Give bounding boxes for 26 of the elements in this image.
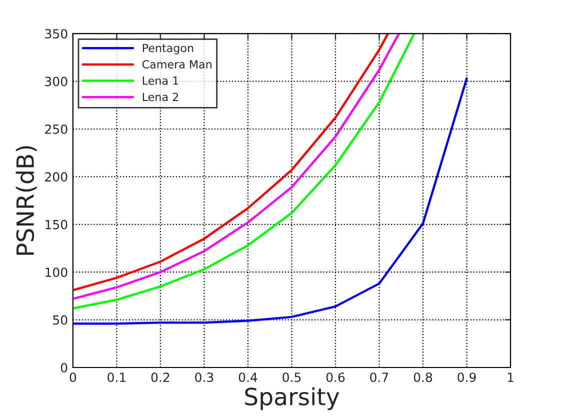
legend-label: Lena 1 <box>142 76 178 85</box>
y-axis-title: PSNR(dB) <box>16 146 37 255</box>
legend-label: Camera Man <box>142 60 212 69</box>
x-tick-label: 0.2 <box>151 372 170 382</box>
legend-label: Pentagon <box>142 44 194 54</box>
x-tick-label: 0.5 <box>282 372 301 382</box>
y-tick-label: 150 <box>46 220 68 230</box>
y-tick-label: 50 <box>53 315 68 325</box>
x-tick-label: 0.6 <box>326 372 345 382</box>
y-tick-label: 300 <box>45 76 68 86</box>
x-tick-label: 1 <box>508 372 514 382</box>
y-tick-label: 200 <box>45 172 68 182</box>
y-tick-label: 0 <box>60 362 68 372</box>
line-series <box>72 77 468 325</box>
legend-label: Lena 2 <box>142 92 178 102</box>
y-tick-label: 100 <box>46 268 68 278</box>
x-tick-label: 0.7 <box>370 372 388 382</box>
x-axis-title: Sparsity <box>245 387 340 410</box>
x-tick-label: 0 <box>70 372 76 382</box>
x-tick-label: 0.9 <box>458 372 476 382</box>
x-tick-label: 0.4 <box>238 372 258 382</box>
y-tick-label: 350 <box>45 29 68 39</box>
x-tick-label: 0.8 <box>414 372 432 382</box>
x-tick-label: 0.1 <box>108 372 126 382</box>
x-tick-label: 0.3 <box>195 372 214 382</box>
y-tick-label: 250 <box>45 124 68 134</box>
